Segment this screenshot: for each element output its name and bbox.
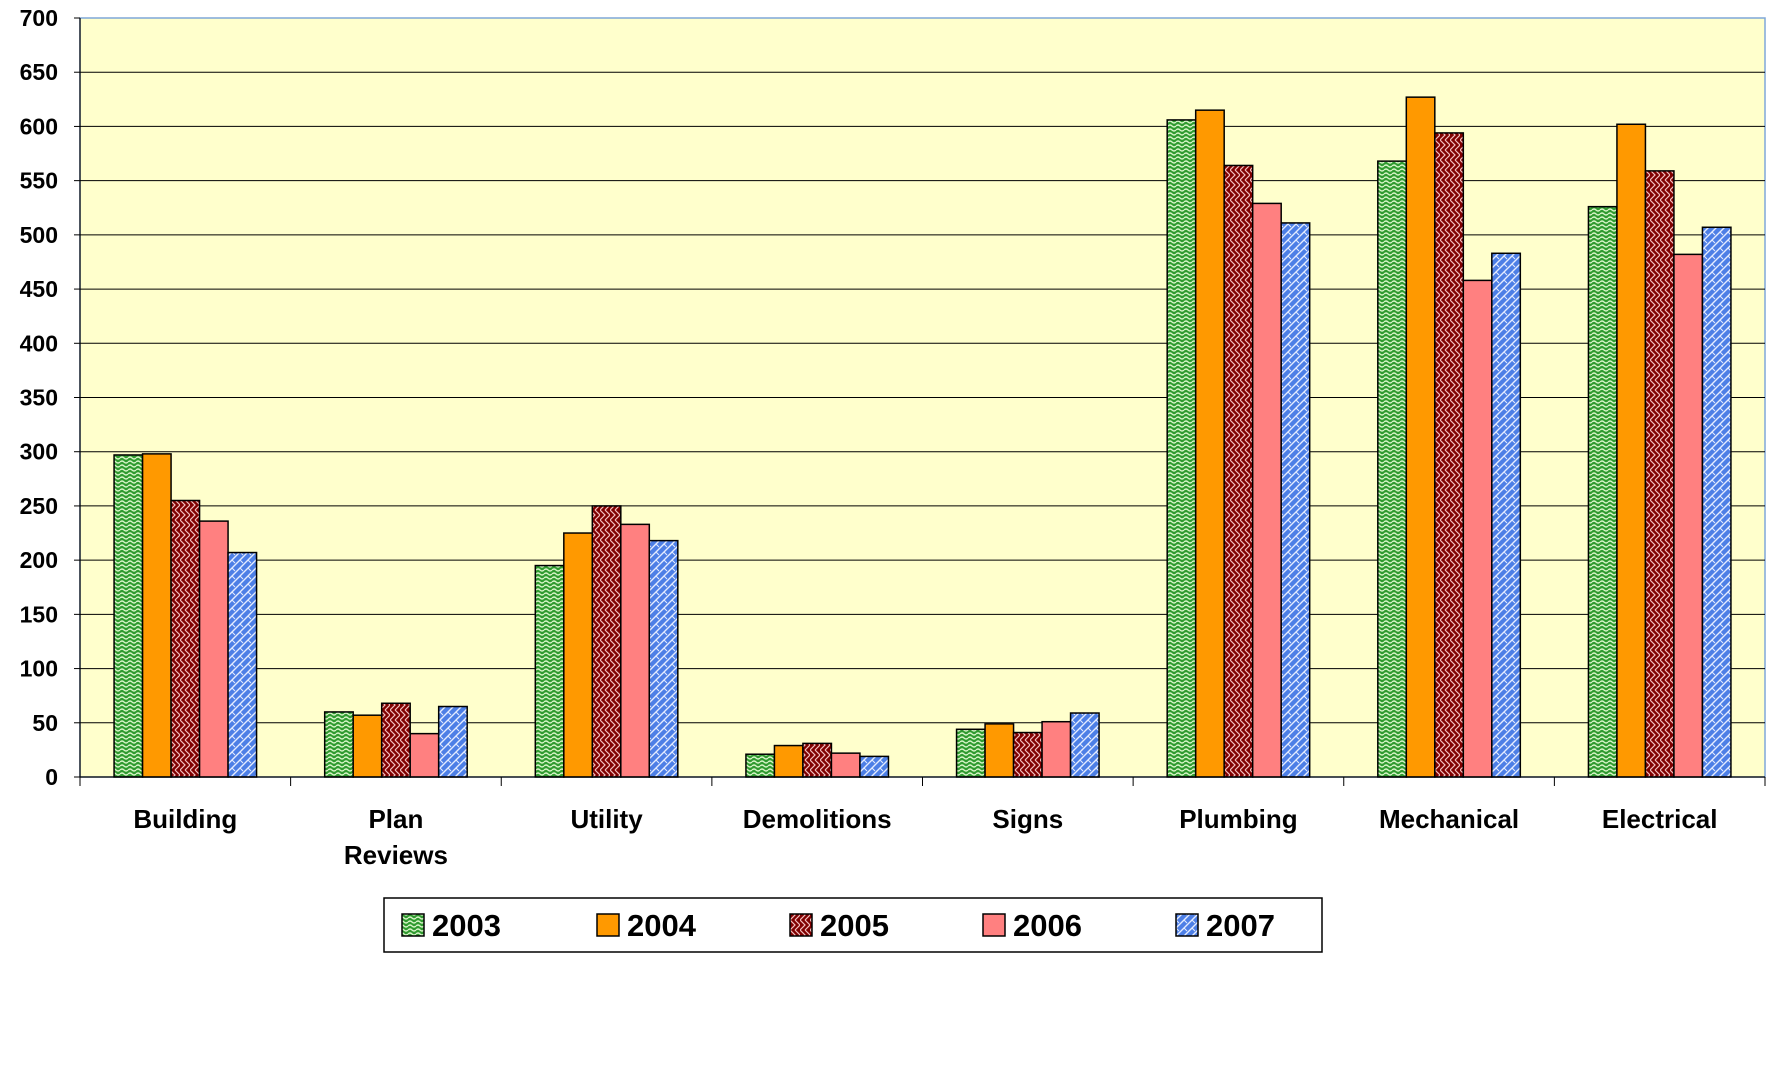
x-category-label-line: Mechanical — [1379, 804, 1519, 834]
y-tick-label: 500 — [20, 222, 58, 248]
bar-2007-plumbing — [1280, 222, 1311, 778]
category-labels: Building Plan Reviews Utility Demolitions Sig… — [133, 804, 1717, 870]
x-category-label-line: Signs — [992, 804, 1063, 834]
x-category-label-line: Utility — [570, 804, 643, 834]
bar-2007-mechanical — [1491, 252, 1522, 778]
legend: 2003 2004 2005 2006 2007 — [383, 897, 1323, 953]
bar-2006-demolitions — [830, 752, 861, 778]
x-axis — [79, 776, 1766, 786]
legend-swatch-2004 — [596, 913, 620, 937]
y-tick-label: 350 — [20, 385, 58, 411]
legend-swatch-2005 — [789, 913, 813, 937]
x-category-label-line: Demolitions — [743, 804, 892, 834]
y-tick-label: 550 — [20, 168, 58, 194]
bar-2006-electrical — [1673, 253, 1704, 778]
bar-2003-utility — [534, 564, 565, 778]
bar-2004-electrical — [1616, 123, 1647, 778]
bar-2003-building — [113, 454, 144, 778]
bar-2007-signs — [1069, 712, 1100, 778]
bar-2007-electrical — [1701, 226, 1732, 778]
bar-2006-plan-reviews — [409, 732, 440, 778]
bar-2004-demolitions — [773, 744, 804, 778]
bar-2005-signs — [1012, 731, 1043, 778]
bar-2004-mechanical — [1405, 96, 1436, 778]
y-tick-label: 0 — [45, 764, 58, 790]
x-category-label-line: Plumbing — [1179, 804, 1297, 834]
bar-2007-building — [227, 551, 258, 778]
legend-swatch-2006 — [982, 913, 1006, 937]
x-category-label-line: Electrical — [1602, 804, 1718, 834]
bar-2007-demolitions — [859, 755, 890, 778]
x-category-label: Demolitions — [743, 804, 892, 834]
bar-2004-plumbing — [1194, 109, 1225, 778]
bar-2006-building — [198, 520, 229, 778]
bar-2005-demolitions — [802, 742, 833, 778]
bar-2006-utility — [620, 523, 651, 778]
legend-label-2006: 2006 — [1013, 908, 1082, 943]
y-tick-label: 150 — [20, 601, 58, 627]
legend-label-2005: 2005 — [820, 908, 889, 943]
x-category-label: Plumbing — [1179, 804, 1297, 834]
bar-2003-signs — [955, 728, 986, 778]
bar-2004-plan-reviews — [352, 714, 383, 778]
bars — [113, 96, 1732, 778]
y-tick-label: 400 — [20, 330, 58, 356]
legend-label-2004: 2004 — [627, 908, 697, 943]
x-category-label: Plan Reviews — [344, 804, 448, 870]
bar-2006-signs — [1041, 720, 1072, 778]
bar-2003-plumbing — [1166, 119, 1197, 778]
bar-2005-plan-reviews — [380, 702, 411, 778]
bar-2005-electrical — [1644, 170, 1675, 778]
bar-2006-plumbing — [1251, 202, 1282, 778]
y-tick-label: 650 — [20, 59, 58, 85]
y-tick-label: 700 — [20, 5, 58, 31]
bar-2003-electrical — [1587, 205, 1618, 778]
legend-swatch-2003 — [401, 913, 425, 937]
y-tick-label: 300 — [20, 439, 58, 465]
x-category-label: Utility — [570, 804, 643, 834]
legend-swatch-2007 — [1175, 913, 1199, 937]
x-category-label-line: Reviews — [344, 840, 448, 870]
bar-2006-mechanical — [1462, 279, 1493, 778]
bar-2004-signs — [984, 723, 1015, 778]
x-category-label: Signs — [992, 804, 1063, 834]
y-axis: 0 50 100 150 200 250 300 350 400 450 500 550 600 650 7… — [20, 5, 81, 790]
x-category-label: Mechanical — [1379, 804, 1519, 834]
y-tick-label: 200 — [20, 547, 58, 573]
x-category-label: Building — [133, 804, 237, 834]
x-category-label-line: Building — [133, 804, 237, 834]
bar-2005-plumbing — [1223, 164, 1254, 778]
bar-2005-building — [170, 499, 201, 778]
legend-label-2003: 2003 — [432, 908, 501, 943]
bar-2004-utility — [563, 532, 594, 778]
bar-2005-mechanical — [1434, 132, 1465, 778]
bar-2005-utility — [591, 505, 622, 778]
bar-2007-utility — [648, 539, 679, 778]
y-tick-label: 100 — [20, 656, 58, 682]
bar-2004-building — [141, 453, 172, 778]
bar-2007-plan-reviews — [437, 705, 468, 778]
y-tick-label: 250 — [20, 493, 58, 519]
legend-label-2007: 2007 — [1206, 908, 1275, 943]
bar-2003-plan-reviews — [323, 711, 354, 778]
y-tick-label: 600 — [20, 113, 58, 139]
legend-box — [383, 897, 1323, 953]
bar-2003-mechanical — [1377, 160, 1408, 778]
x-category-label: Electrical — [1602, 804, 1718, 834]
y-tick-label: 50 — [32, 710, 58, 736]
x-category-label-line: Plan — [368, 804, 423, 834]
y-tick-label: 450 — [20, 276, 58, 302]
bar-2003-demolitions — [745, 753, 776, 778]
